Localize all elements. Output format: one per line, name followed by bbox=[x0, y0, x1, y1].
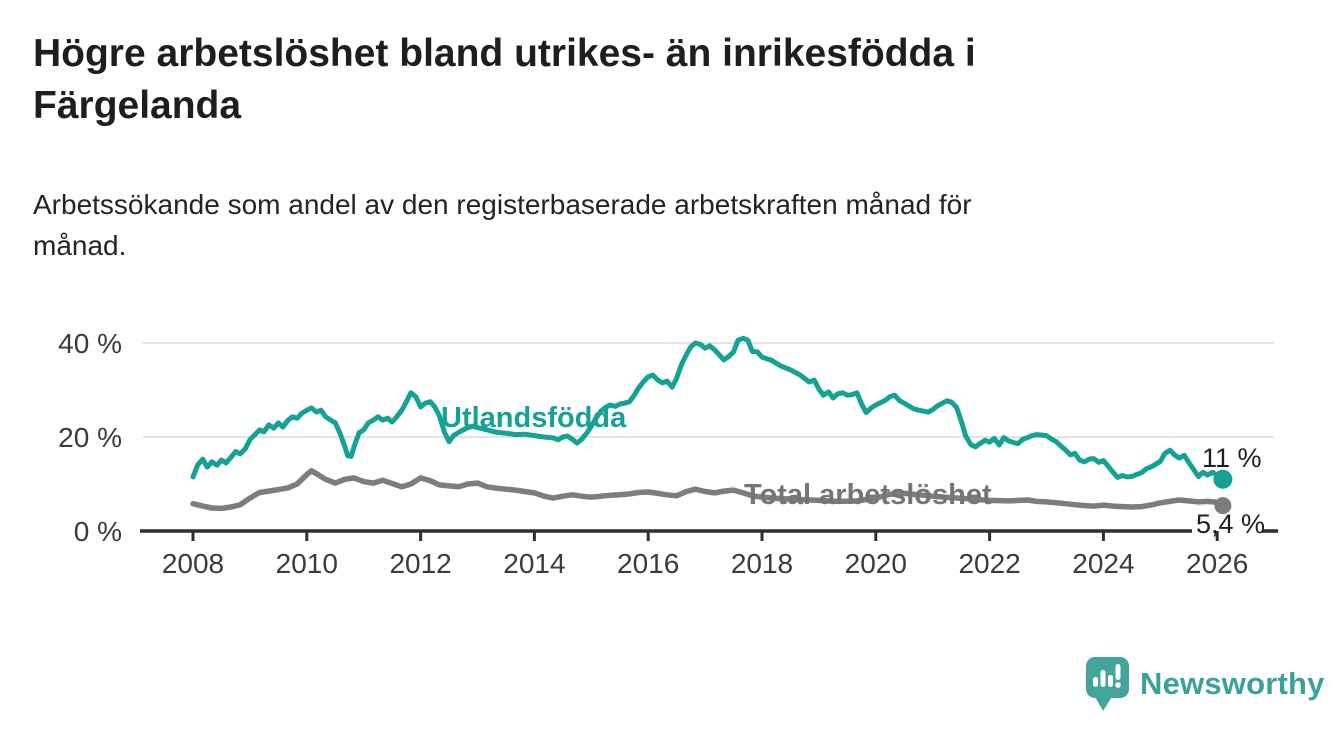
y-tick-label: 0 % bbox=[74, 516, 122, 547]
x-tick-label: 2024 bbox=[1072, 548, 1134, 579]
y-tick-label: 40 % bbox=[58, 328, 122, 359]
x-tick-label: 2012 bbox=[389, 548, 451, 579]
chart-title: Högre arbetslöshet bland utrikes- än inr… bbox=[33, 32, 976, 127]
newsworthy-icon bbox=[1086, 657, 1129, 711]
x-tick-label: 2014 bbox=[503, 548, 565, 579]
x-tick-label: 2022 bbox=[958, 548, 1020, 579]
end-value-label-utlandsfodda: 11 % bbox=[1202, 443, 1262, 473]
series-label-total-arbetsloshet: Total arbetslöshet bbox=[744, 479, 992, 511]
newsworthy-logo: Newsworthy bbox=[1085, 655, 1325, 713]
series-label-utlandsfodda: Utlandsfödda bbox=[441, 402, 627, 434]
series-end-dot-total-arbetsloshet bbox=[1214, 497, 1232, 515]
x-tick-label: 2008 bbox=[162, 548, 224, 579]
series-line-total-arbetsloshet bbox=[190, 468, 1226, 512]
chart-subtitle: Arbetssökande som andel av den registerb… bbox=[33, 189, 972, 261]
x-tick-label: 2026 bbox=[1186, 548, 1248, 579]
x-tick-label: 2020 bbox=[845, 548, 907, 579]
y-tick-label: 20 % bbox=[58, 422, 122, 453]
x-tick-label: 2016 bbox=[617, 548, 679, 579]
newsworthy-wordmark: Newsworthy bbox=[1140, 666, 1325, 701]
end-value-label-total: 5,4 % bbox=[1196, 509, 1266, 539]
x-tick-label: 2018 bbox=[731, 548, 793, 579]
x-tick-label: 2010 bbox=[276, 548, 338, 579]
series-line-utlandsfodda bbox=[190, 335, 1226, 482]
series-end-dot-utlandsfodda bbox=[1213, 469, 1233, 489]
